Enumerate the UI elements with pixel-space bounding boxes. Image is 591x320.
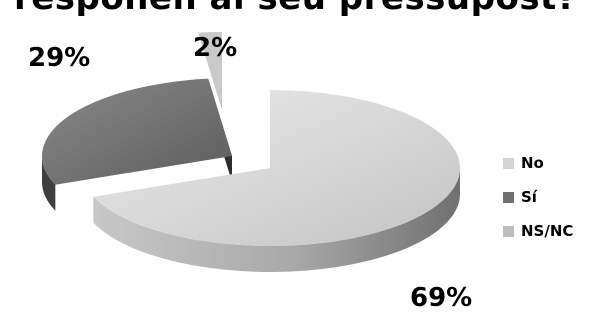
pie-slice-top-si bbox=[42, 78, 233, 185]
legend-item-no: No bbox=[503, 146, 573, 180]
chart-title: responen al seu pressupost? bbox=[0, 0, 591, 18]
legend-swatch-nsnc bbox=[503, 225, 514, 237]
pie-slice-side-no bbox=[93, 168, 461, 273]
pie-slice-nsnc bbox=[198, 32, 222, 110]
data-label-nsnc: 2% bbox=[193, 33, 237, 63]
pie-slice-si bbox=[42, 78, 233, 211]
pie-slice-side-si bbox=[42, 156, 56, 211]
data-label-si: 29% bbox=[28, 43, 90, 73]
legend-swatch-no bbox=[503, 157, 514, 169]
legend-label-no: No bbox=[521, 154, 544, 172]
pie-slice-top-nsnc bbox=[198, 32, 222, 110]
legend-swatch-si bbox=[503, 191, 514, 203]
legend: No Sí NS/NC bbox=[503, 146, 573, 248]
legend-label-nsnc: NS/NC bbox=[521, 222, 574, 240]
data-label-no: 69% bbox=[410, 283, 472, 313]
legend-item-si: Sí bbox=[503, 180, 573, 214]
legend-label-si: Sí bbox=[521, 188, 537, 206]
pie-slice-no bbox=[93, 90, 461, 273]
legend-item-nsnc: NS/NC bbox=[503, 214, 573, 248]
pie-slice-top-no bbox=[93, 90, 460, 246]
